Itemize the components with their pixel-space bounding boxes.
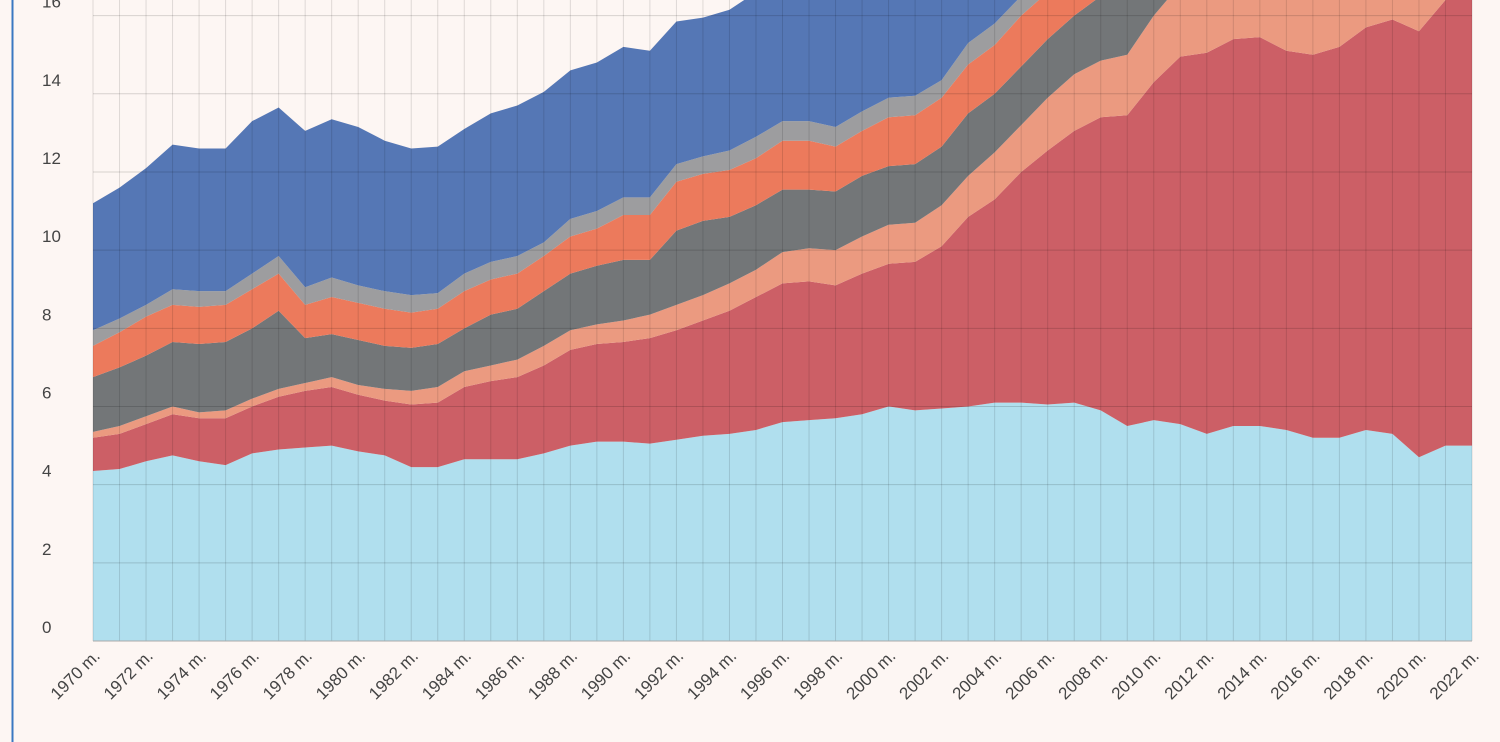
y-tick-label: 0 — [42, 618, 51, 637]
plot-area — [93, 0, 1472, 641]
area — [93, 0, 1168, 432]
y-tick-label: 4 — [42, 462, 51, 481]
y-tick-label: 16 — [42, 0, 61, 12]
y-tick-label: 8 — [42, 305, 51, 324]
y-tick-label: 12 — [42, 149, 61, 168]
y-tick-label: 6 — [42, 383, 51, 402]
y-tick-label: 10 — [42, 227, 61, 246]
area — [93, 0, 1096, 378]
y-tick-label: 14 — [42, 71, 61, 90]
area — [93, 402, 1472, 641]
y-tick-label: 2 — [42, 540, 51, 559]
area — [93, 0, 1018, 331]
area — [93, 0, 1446, 438]
area — [93, 0, 1472, 471]
